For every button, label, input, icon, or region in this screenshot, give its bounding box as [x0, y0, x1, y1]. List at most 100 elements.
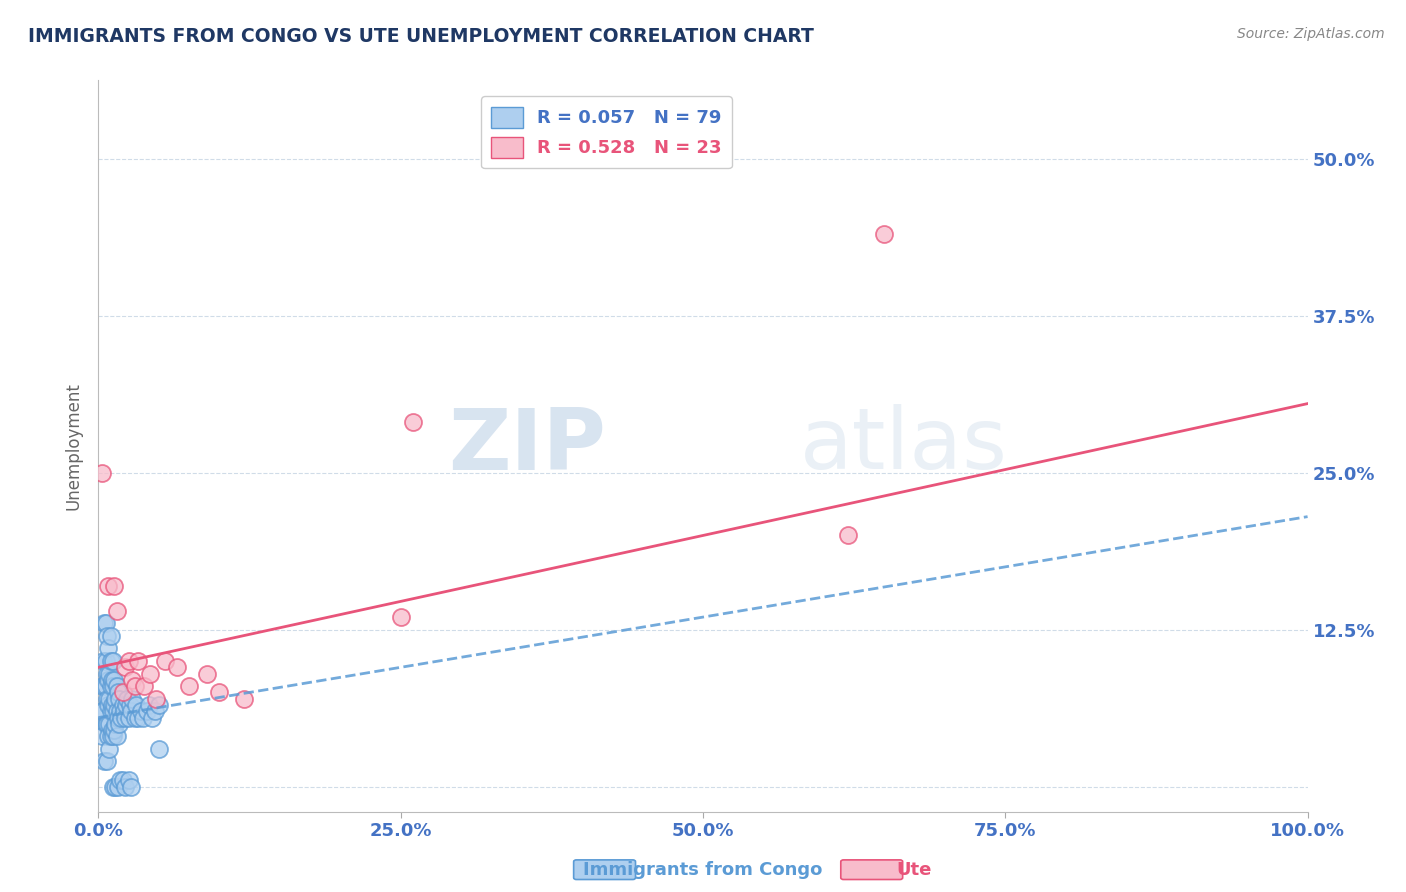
- Point: [114, 780, 136, 794]
- Point: [97, 641, 120, 656]
- Point: [110, 710, 132, 724]
- Y-axis label: Unemployment: Unemployment: [65, 382, 83, 510]
- Point: [837, 528, 859, 542]
- Text: Source: ZipAtlas.com: Source: ZipAtlas.com: [1237, 27, 1385, 41]
- Point: [103, 673, 125, 687]
- Point: [108, 704, 131, 718]
- Point: [135, 704, 157, 718]
- Point: [105, 704, 128, 718]
- Point: [107, 780, 129, 794]
- Text: ZIP: ZIP: [449, 404, 606, 488]
- Point: [100, 704, 122, 718]
- Point: [94, 716, 117, 731]
- Point: [91, 654, 114, 668]
- Point: [93, 755, 115, 769]
- Point: [111, 773, 134, 788]
- Text: Immigrants from Congo: Immigrants from Congo: [583, 861, 823, 879]
- Point: [118, 698, 141, 712]
- Point: [101, 679, 124, 693]
- Point: [402, 416, 425, 430]
- Point: [96, 716, 118, 731]
- Point: [96, 691, 118, 706]
- Point: [108, 691, 131, 706]
- Point: [112, 704, 135, 718]
- Point: [389, 610, 412, 624]
- Point: [138, 698, 160, 712]
- Point: [134, 679, 156, 693]
- Point: [94, 616, 117, 631]
- Point: [124, 710, 146, 724]
- Point: [208, 685, 231, 699]
- Point: [111, 685, 134, 699]
- Point: [105, 679, 128, 693]
- Point: [93, 616, 115, 631]
- Point: [93, 679, 115, 693]
- Point: [145, 691, 167, 706]
- Point: [179, 679, 201, 693]
- Point: [143, 704, 166, 718]
- Point: [108, 716, 131, 731]
- Point: [108, 773, 131, 788]
- Point: [91, 730, 114, 744]
- Point: [91, 704, 114, 718]
- Point: [104, 716, 127, 731]
- Point: [101, 730, 124, 744]
- Point: [103, 579, 125, 593]
- Point: [153, 654, 176, 668]
- Point: [101, 654, 124, 668]
- Point: [141, 710, 163, 724]
- Point: [96, 755, 118, 769]
- Point: [120, 704, 142, 718]
- Point: [94, 679, 117, 693]
- Point: [111, 698, 134, 712]
- Point: [100, 654, 122, 668]
- Point: [195, 666, 218, 681]
- Point: [104, 691, 127, 706]
- Point: [105, 604, 128, 618]
- Point: [105, 730, 128, 744]
- Point: [91, 466, 114, 480]
- Point: [100, 698, 122, 712]
- Point: [132, 710, 155, 724]
- Point: [114, 710, 136, 724]
- Point: [91, 679, 114, 693]
- Point: [100, 679, 122, 693]
- Point: [124, 679, 146, 693]
- Point: [107, 710, 129, 724]
- Point: [100, 629, 122, 643]
- Point: [125, 698, 148, 712]
- Point: [166, 660, 188, 674]
- Point: [148, 742, 170, 756]
- Point: [98, 716, 121, 731]
- Point: [103, 723, 125, 737]
- Point: [98, 742, 121, 756]
- Point: [127, 710, 149, 724]
- Point: [98, 691, 121, 706]
- Point: [90, 704, 112, 718]
- Point: [100, 673, 122, 687]
- Point: [118, 710, 141, 724]
- Point: [107, 685, 129, 699]
- Text: Ute: Ute: [896, 861, 932, 879]
- Point: [96, 666, 118, 681]
- Point: [120, 780, 142, 794]
- Point: [121, 673, 143, 687]
- Point: [117, 691, 139, 706]
- Point: [121, 691, 143, 706]
- Point: [96, 629, 118, 643]
- Point: [100, 730, 122, 744]
- Point: [97, 673, 120, 687]
- Legend: R = 0.057   N = 79, R = 0.528   N = 23: R = 0.057 N = 79, R = 0.528 N = 23: [481, 96, 731, 169]
- Point: [98, 666, 121, 681]
- Point: [97, 698, 120, 712]
- Point: [94, 654, 117, 668]
- Point: [101, 704, 124, 718]
- Point: [97, 579, 120, 593]
- Point: [129, 704, 152, 718]
- Text: IMMIGRANTS FROM CONGO VS UTE UNEMPLOYMENT CORRELATION CHART: IMMIGRANTS FROM CONGO VS UTE UNEMPLOYMEN…: [28, 27, 814, 45]
- Point: [114, 660, 136, 674]
- Point: [873, 227, 896, 241]
- Point: [148, 698, 170, 712]
- Point: [101, 780, 124, 794]
- Point: [103, 698, 125, 712]
